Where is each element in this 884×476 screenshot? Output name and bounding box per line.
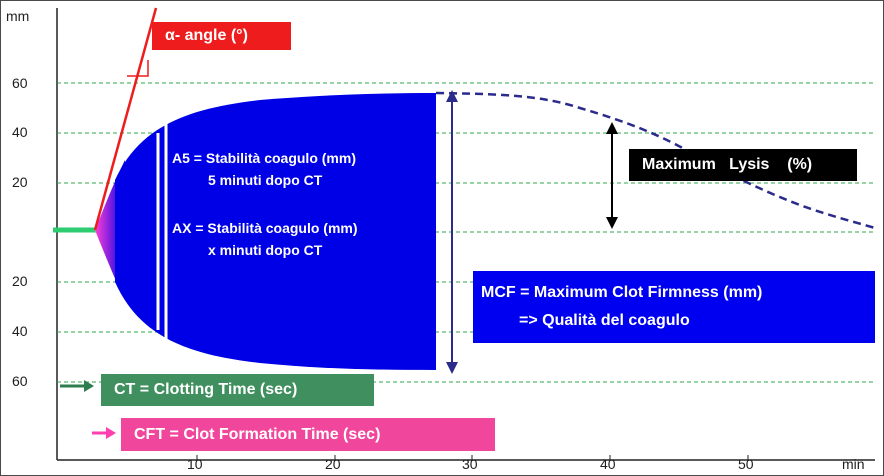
mcf-title: MCF = Maximum Clot Firmness (mm): [481, 284, 763, 301]
a5-sublabel: 5 minuti dopo CT: [208, 172, 323, 188]
x-unit-label: min: [842, 456, 865, 472]
y-tick-label: 60: [12, 75, 28, 91]
ax-sublabel: x minuti dopo CT: [208, 242, 323, 258]
ct-text: CT = Clotting Time (sec): [114, 381, 298, 398]
lysis-arrow-head-bottom: [606, 217, 618, 229]
alpha-angle-label: α- angle (°): [152, 22, 291, 50]
ax-label: AX = Stabilità coagulo (mm): [172, 220, 358, 236]
x-tick-label: 30: [462, 456, 478, 472]
lysis-arrow-head-top: [606, 122, 618, 134]
mcf-label: MCF = Maximum Clot Firmness (mm) => Qual…: [473, 271, 875, 343]
ct-label: CT = Clotting Time (sec): [101, 374, 374, 406]
y-tick-label: 20: [12, 174, 28, 190]
x-tick-label: 50: [738, 456, 754, 472]
maximum-lysis-text: Maximum Lysis (%): [642, 156, 813, 173]
mcf-arrow-head-bottom: [446, 362, 458, 374]
cft-label: CFT = Clot Formation Time (sec): [121, 418, 495, 451]
y-tick-label: 40: [12, 323, 28, 339]
y-tick-label: 40: [12, 124, 28, 140]
ct-legend-arrow-head: [84, 380, 94, 392]
mcf-arrow-head-top: [446, 90, 458, 102]
mcf-subtitle: => Qualità del coagulo: [519, 312, 690, 329]
y-tick-label: 20: [12, 273, 28, 289]
x-axis-ticks: [196, 455, 749, 460]
cft-legend-arrow-head: [106, 427, 116, 439]
maximum-lysis-label: Maximum Lysis (%): [629, 149, 857, 181]
a5-label: A5 = Stabilità coagulo (mm): [172, 150, 356, 166]
x-tick-label: 10: [187, 456, 203, 472]
alpha-angle-marker: [127, 60, 149, 77]
x-tick-label: 40: [600, 456, 616, 472]
y-tick-label: 60: [12, 373, 28, 389]
cft-text: CFT = Clot Formation Time (sec): [134, 425, 381, 443]
alpha-angle-line: [93, 7, 158, 231]
alpha-angle-text: α- angle (°): [165, 27, 248, 44]
y-unit-label: mm: [6, 8, 30, 24]
lysis-trace: [435, 91, 876, 230]
clot-amplitude-body: [115, 93, 436, 370]
x-tick-label: 20: [325, 456, 341, 472]
